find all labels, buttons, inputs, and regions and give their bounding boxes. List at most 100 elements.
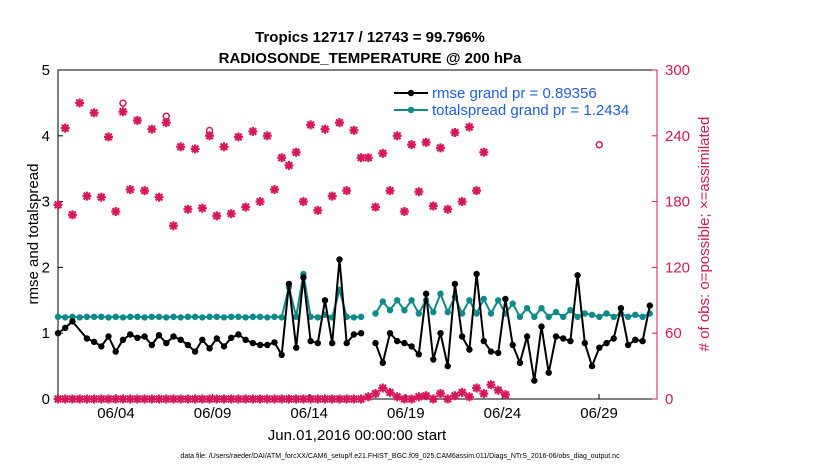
totalspread-point xyxy=(256,313,264,320)
obs-low-point-stroke xyxy=(111,394,120,404)
obs-assimilated-point xyxy=(241,202,251,212)
obs-assimilated-point-stroke xyxy=(277,153,286,162)
obs-assimilated-point-stroke xyxy=(414,187,423,196)
obs-low-point-stroke xyxy=(219,394,229,404)
obs-low-point-stroke xyxy=(393,392,402,401)
rmse-point xyxy=(523,333,531,340)
obs-low-point xyxy=(435,389,445,399)
obs-assimilated-point-stroke xyxy=(385,186,395,195)
y-tick-label-right: 180 xyxy=(665,194,690,211)
rmse-point xyxy=(148,341,155,349)
obs-low-point xyxy=(67,394,77,404)
obs-assimilated-point-stroke xyxy=(75,98,84,107)
totalspread-point xyxy=(127,313,134,320)
rmse-point xyxy=(307,337,314,345)
totalspread-point xyxy=(98,313,105,320)
totalspread-point xyxy=(401,307,408,314)
obs-low-point-stroke xyxy=(292,394,301,404)
obs-assimilated-point xyxy=(147,124,157,134)
obs-assimilated-point xyxy=(270,185,280,195)
obs-assimilated-point-stroke xyxy=(97,193,106,202)
data-file-footer: data file: /Users/raeder/DAI/ATM_forcXX/… xyxy=(180,453,620,460)
rmse-point xyxy=(495,349,502,357)
totalspread-point xyxy=(596,313,603,320)
y-tick-label-left: 4 xyxy=(42,128,50,145)
obs-low-point-stroke xyxy=(436,389,445,398)
obs-low-point xyxy=(493,385,503,395)
obs-assimilated-point xyxy=(392,131,402,141)
obs-low-point-stroke xyxy=(385,388,395,397)
totalspread-point xyxy=(242,314,249,321)
obs-assimilated-point xyxy=(248,126,258,136)
obs-assimilated-point xyxy=(342,186,352,196)
rmse-point xyxy=(394,337,401,345)
obs-low-point-stroke xyxy=(364,392,373,401)
obs-assimilated-point-stroke xyxy=(335,118,344,127)
rmse-point xyxy=(54,330,62,337)
obs-low-point xyxy=(457,387,467,397)
rmse-line xyxy=(57,259,362,359)
totalspread-point xyxy=(509,300,516,307)
obs-low-point-stroke xyxy=(162,394,171,404)
obs-assimilated-point xyxy=(450,128,460,138)
obs-low-point-stroke xyxy=(414,392,423,401)
rmse-point xyxy=(300,274,307,281)
obs-assimilated-point xyxy=(385,186,395,196)
obs-low-point-stroke xyxy=(191,394,200,404)
obs-assimilated-point-stroke xyxy=(443,205,452,214)
rmse-point xyxy=(350,331,358,338)
obs-assimilated-point-stroke xyxy=(357,153,366,162)
obs-assimilated-point-stroke xyxy=(90,108,99,117)
obs-low-point-stroke xyxy=(198,394,207,404)
rmse-point xyxy=(624,341,632,349)
totalspread-point xyxy=(603,310,610,317)
obs-assimilated-point xyxy=(183,204,193,214)
obs-low-point xyxy=(363,392,373,402)
totalspread-point xyxy=(61,314,69,321)
obs-assimilated-point xyxy=(334,118,344,128)
totalspread-point xyxy=(415,310,422,317)
totalspread-point xyxy=(206,313,213,320)
obs-low-point-stroke xyxy=(465,392,474,401)
rmse-point xyxy=(61,324,69,332)
totalspread-point xyxy=(119,314,127,321)
rmse-point xyxy=(545,369,552,376)
obs-assimilated-point-stroke xyxy=(436,143,445,152)
obs-assimilated-point xyxy=(378,148,388,158)
obs-low-point xyxy=(443,394,453,404)
obs-assimilated-point-stroke xyxy=(68,210,77,219)
obs-low-point-stroke xyxy=(133,394,142,404)
obs-assimilated-point-stroke xyxy=(53,200,63,209)
obs-low-point-stroke xyxy=(248,394,257,404)
totalspread-point xyxy=(632,311,639,318)
totalspread-point xyxy=(516,313,524,320)
y-tick-label-right: 240 xyxy=(665,128,690,145)
rmse-point xyxy=(509,341,516,349)
obs-assimilated-point-stroke xyxy=(248,127,257,136)
chart-title: Tropics 12717 / 12743 = 99.796% xyxy=(255,29,485,46)
obs-assimilated-point-stroke xyxy=(313,206,322,215)
obs-low-point-stroke xyxy=(472,383,481,393)
rmse-point xyxy=(458,333,466,340)
obs-assimilated-point xyxy=(320,124,330,134)
rmse-point xyxy=(98,343,105,350)
totalspread-point xyxy=(141,314,148,321)
obs-low-point-stroke xyxy=(154,394,164,404)
legend-rmse-marker xyxy=(407,89,415,97)
y-tick-label-right: 60 xyxy=(665,325,682,342)
rmse-point xyxy=(451,280,459,288)
obs-low-point xyxy=(421,391,431,401)
totalspread-point xyxy=(531,313,538,320)
obs-assimilated-point xyxy=(219,142,229,152)
obs-assimilated-point xyxy=(284,160,294,170)
totalspread-point xyxy=(350,314,358,321)
totalspread-point xyxy=(430,308,437,316)
totalspread-point xyxy=(148,313,155,320)
obs-assimilated-point xyxy=(371,202,381,212)
obs-assimilated-point-stroke xyxy=(429,201,438,211)
rmse-point xyxy=(220,343,228,350)
obs-low-point-stroke xyxy=(284,394,294,404)
rmse-point xyxy=(112,348,119,355)
totalspread-point xyxy=(624,313,632,320)
